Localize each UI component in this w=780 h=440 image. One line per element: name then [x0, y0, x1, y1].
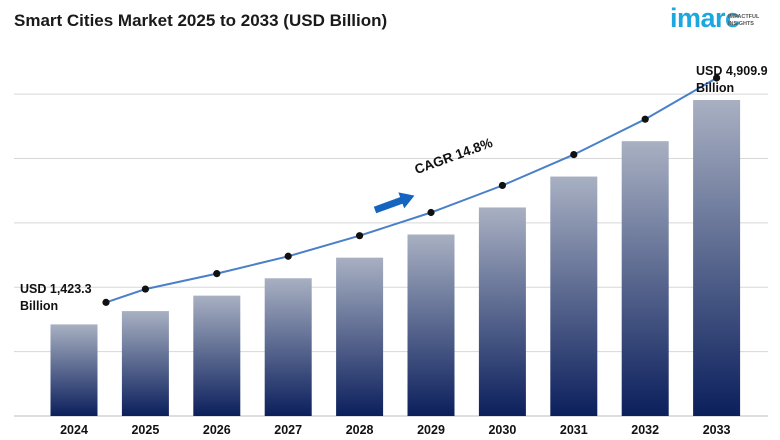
x-tick-label: 2024 [60, 423, 88, 437]
start-value-label: USD 1,423.3 Billion [20, 281, 92, 315]
bar-2029 [407, 234, 455, 416]
x-tick-label: 2031 [560, 423, 588, 437]
chart-title: Smart Cities Market 2025 to 2033 (USD Bi… [14, 11, 388, 30]
bar-2031 [550, 176, 598, 416]
trend-line [102, 74, 721, 306]
x-tick-label: 2025 [131, 423, 159, 437]
trend-point-2024 [102, 298, 110, 306]
bar-2028 [336, 257, 384, 416]
x-tick-label: 2027 [274, 423, 302, 437]
trend-point-2030 [498, 181, 506, 190]
start-unit-text: Billion [20, 299, 59, 313]
logo-tagline-line-1: IMPACTFUL [728, 14, 760, 20]
logo-tagline: IMPACTFUL INSIGHTS [728, 14, 759, 28]
trend-point-2029 [427, 208, 435, 217]
end-value-text: USD 4,909.9 [696, 64, 768, 78]
x-tick-label: 2032 [631, 423, 659, 437]
x-tick-label: 2028 [346, 423, 374, 437]
logo-wordmark: imarc [670, 3, 740, 33]
trend-point-2028 [356, 232, 364, 240]
x-tick-label: 2030 [488, 423, 516, 437]
bar-2024 [50, 324, 98, 416]
end-value-label: USD 4,909.9 Billion [696, 63, 768, 97]
x-tick-label: 2026 [203, 423, 231, 437]
bar-2026 [193, 295, 241, 416]
x-tick-label: 2029 [417, 423, 445, 437]
trend-path [105, 77, 718, 304]
trend-point-2031 [570, 150, 578, 159]
arrow-path [373, 192, 415, 214]
bar-2032 [621, 141, 669, 416]
trend-point-2027 [284, 252, 292, 260]
trend-point-2032 [641, 115, 649, 123]
trend-point-2025 [141, 285, 149, 293]
trend-point-2033 [713, 74, 721, 82]
bar-2030 [478, 207, 526, 416]
bar-2025 [121, 311, 169, 416]
x-axis: 2024 2025 2026 2027 2028 2029 2030 2031 2032 2033 [60, 423, 730, 437]
cagr-arrow-icon [373, 192, 415, 214]
bars [50, 99, 741, 416]
bar-2027 [264, 278, 312, 416]
start-value-text: USD 1,423.3 [20, 282, 92, 296]
x-tick-label: 2033 [703, 423, 731, 437]
trend-point-2026 [213, 270, 221, 278]
logo-tagline-line-2: INSIGHTS [728, 21, 754, 27]
arrow-shape [373, 192, 415, 214]
end-unit-text: Billion [696, 81, 735, 95]
imarc-logo: imarc IMPACTFUL INSIGHTS [670, 3, 772, 38]
bar-2033 [693, 99, 741, 416]
